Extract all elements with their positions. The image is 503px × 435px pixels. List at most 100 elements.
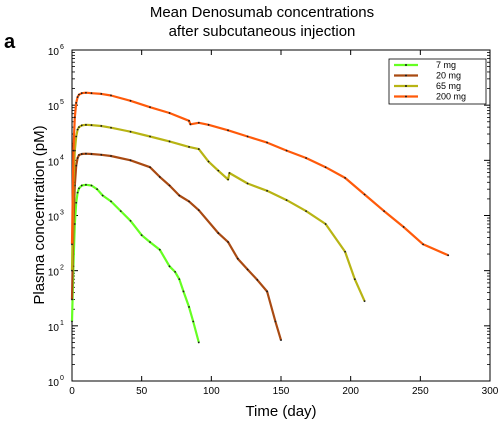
data-point [256,279,259,281]
data-point [192,320,195,323]
y-tick-label: 10 [48,157,60,168]
data-point [168,184,171,187]
data-point [236,257,239,260]
data-point [246,182,249,185]
chart-title: Mean Denosumab concentrations [150,4,374,21]
data-point [140,234,143,237]
y-axis-label: Plasma concentration (pM) [31,125,48,304]
data-point [75,201,78,204]
data-point [324,223,327,225]
data-point [71,243,73,246]
data-point [73,116,76,119]
data-point [80,92,83,95]
data-point [100,153,103,156]
data-point [149,135,151,138]
chart-subtitle: after subcutaneous injection [169,23,356,40]
data-point [178,194,181,197]
series-line-1 [70,152,283,341]
data-point [182,290,185,293]
y-tick-exponent: 5 [60,99,64,106]
data-point [76,191,79,194]
data-point [90,184,93,187]
data-point [75,164,78,167]
legend-marker [405,64,407,66]
series-line-3 [70,91,449,257]
data-point [363,193,366,196]
data-point [129,219,132,222]
x-tick-label: 200 [342,386,359,397]
data-point [344,177,346,179]
data-point [266,189,268,192]
y-tick-exponent: 0 [60,375,64,382]
x-tick-label: 250 [412,386,429,397]
data-point [228,172,231,174]
y-tick-label: 10 [48,47,60,58]
data-point [85,123,87,126]
data-point [78,154,80,156]
data-point [100,125,103,127]
y-tick-exponent: 3 [60,210,64,217]
data-point [305,157,307,159]
data-point [197,121,200,124]
x-tick-label: 150 [273,386,290,397]
data-point [80,153,83,155]
data-point [188,119,190,122]
data-point [207,123,210,126]
data-point [110,155,112,157]
data-point [90,124,93,127]
legend-marker [405,74,407,77]
data-point [285,199,288,202]
data-point [285,149,288,152]
data-point [71,269,73,272]
data-point [383,210,386,213]
y-tick-exponent: 6 [60,44,64,51]
data-point [101,194,104,197]
data-point [90,92,93,95]
data-point [402,226,405,228]
data-point [422,243,425,246]
y-tick-label: 10 [48,323,60,334]
data-point [85,91,87,94]
data-point [168,265,171,268]
data-point [149,166,151,169]
data-point [76,128,79,131]
data-point [75,101,78,104]
x-tick-label: 100 [203,386,220,397]
data-point [168,112,171,114]
data-point [189,123,192,126]
data-point [110,126,112,129]
data-point [129,99,132,102]
data-point [274,320,277,323]
legend-marker [405,85,407,87]
data-point [75,135,78,138]
data-point [217,232,220,234]
data-point [174,270,177,273]
series-group [70,91,450,344]
data-point [227,178,229,181]
data-point [129,159,132,162]
data-point [344,250,346,253]
data-point [149,241,151,243]
data-point [119,210,122,213]
panel-label: a [4,31,16,53]
data-point [266,290,268,293]
data-point [246,268,249,271]
legend-label: 7 mg [436,60,456,70]
data-point [76,96,79,99]
data-point [188,146,190,148]
data-point [71,298,73,301]
series-line-0 [70,183,200,343]
data-point [110,200,112,203]
data-point [158,248,161,251]
data-point [80,184,83,187]
legend-label: 20 mg [436,71,461,81]
data-point [266,141,268,144]
data-point [305,210,307,213]
y-tick-exponent: 4 [60,154,64,161]
data-point [80,124,83,127]
data-point [78,93,80,96]
x-axis: 0 50 100 150 200 250 300 [69,50,499,397]
data-point [197,341,200,344]
